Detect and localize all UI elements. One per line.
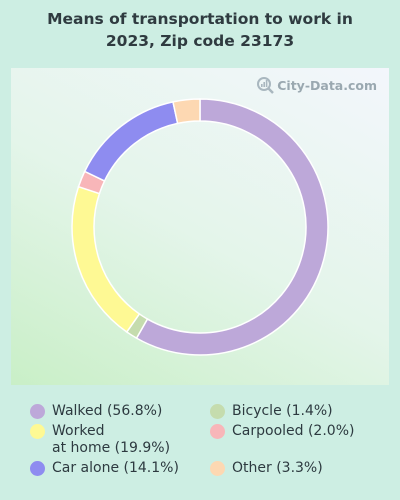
legend-item-worked-at-home: Worked at home (19.9%)	[30, 423, 170, 457]
donut-slice-other	[172, 98, 201, 125]
watermark-text: City-Data.com	[277, 77, 377, 93]
plot-panel: City-Data.com	[11, 68, 389, 385]
legend: Walked (56.8%) Worked at home (19.9%) Car …	[30, 403, 390, 493]
magnifier-icon	[257, 77, 275, 94]
legend-item-walked: Walked (56.8%)	[30, 403, 162, 420]
donut-slice-car-alone	[83, 100, 179, 182]
legend-label: Other (3.3%)	[232, 460, 323, 476]
legend-item-carpooled: Carpooled (2.0%)	[210, 423, 354, 440]
watermark: City-Data.com	[256, 76, 377, 94]
legend-label: Worked at home (19.9%)	[52, 423, 171, 456]
legend-swatch	[210, 461, 225, 476]
legend-item-bicycle: Bicycle (1.4%)	[210, 403, 333, 420]
legend-swatch	[30, 404, 45, 419]
legend-label: Walked (56.8%)	[52, 403, 163, 419]
donut-slice-worked-at-home	[71, 185, 141, 334]
legend-item-other: Other (3.3%)	[210, 460, 323, 477]
donut-chart	[71, 98, 329, 356]
legend-label: Carpooled (2.0%)	[232, 423, 355, 439]
legend-item-car-alone: Car alone (14.1%)	[30, 460, 179, 477]
donut-slice-walked	[135, 98, 329, 356]
legend-swatch	[30, 424, 45, 439]
legend-label: Bicycle (1.4%)	[232, 403, 333, 419]
chart-title: Means of transportation to work in 2023,…	[47, 10, 353, 50]
legend-swatch	[210, 404, 225, 419]
legend-swatch	[30, 461, 45, 476]
legend-swatch	[210, 424, 225, 439]
legend-label: Car alone (14.1%)	[52, 460, 179, 476]
